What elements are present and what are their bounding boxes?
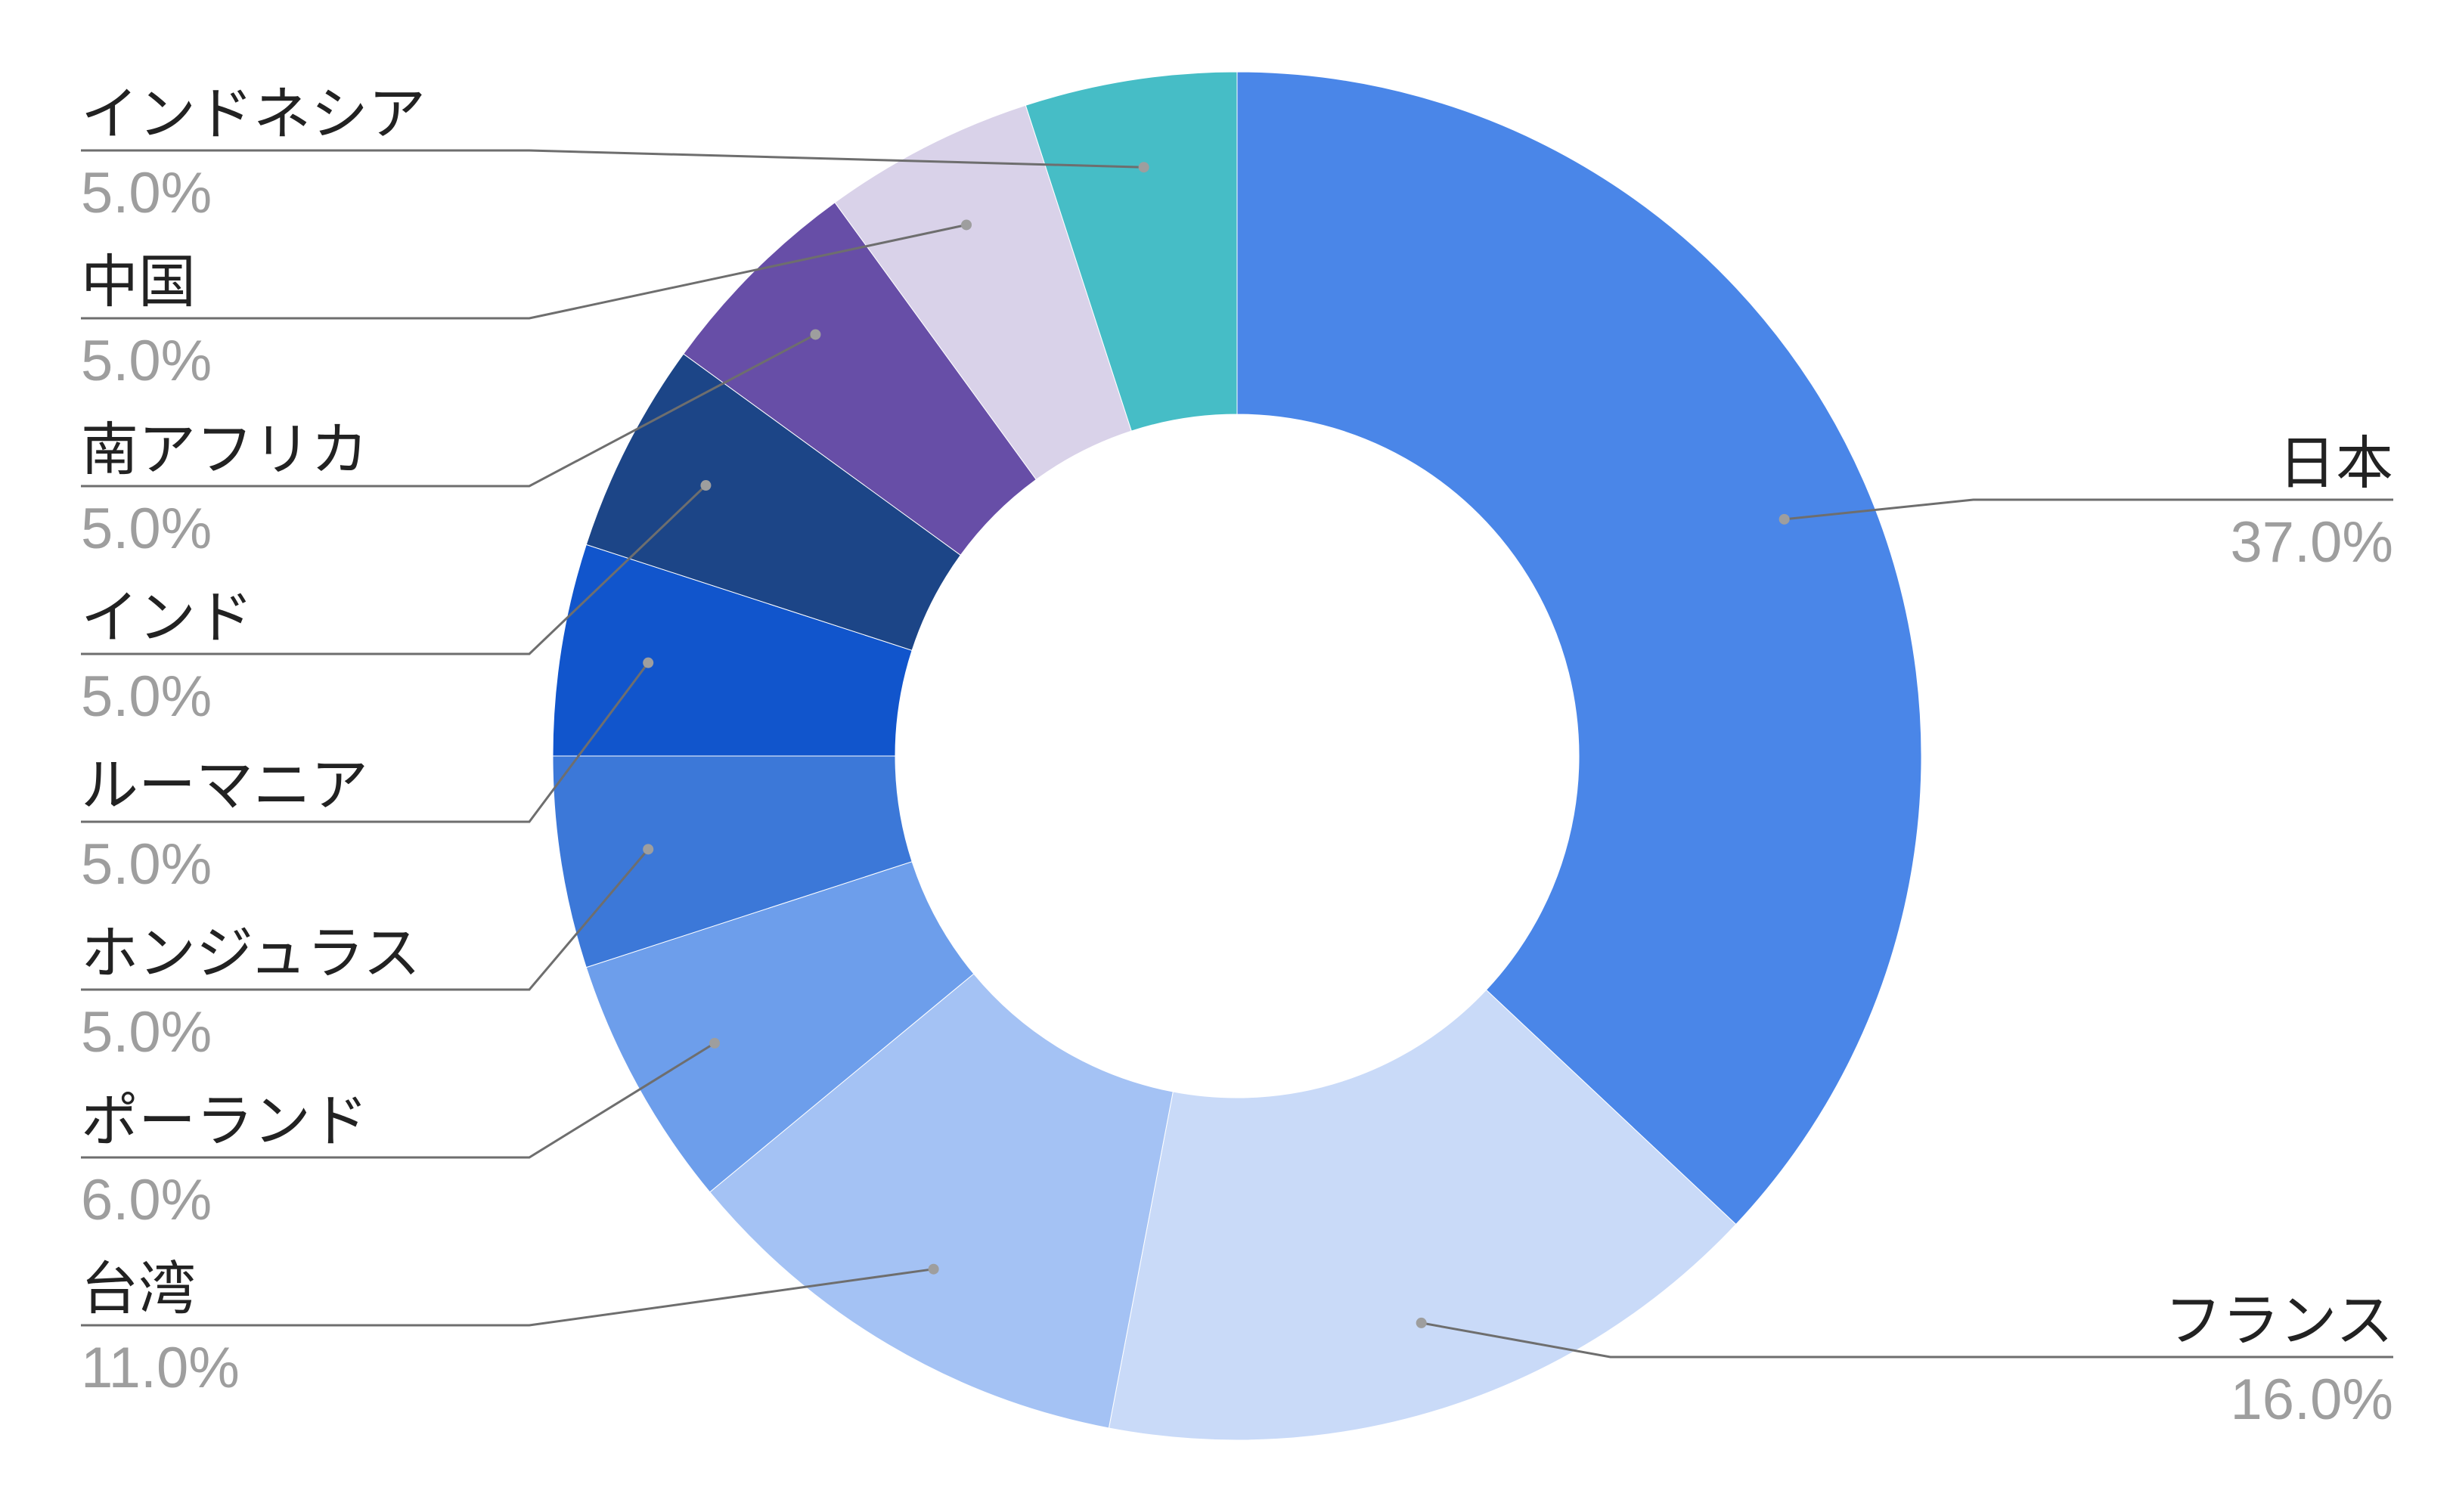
slice-1-leader-dot [1779, 513, 1790, 525]
slice-2-name-label: フランス [2165, 1287, 2393, 1354]
slice-7-leader-dot [700, 480, 712, 491]
slice-9-name-label: 中国 [81, 248, 196, 315]
slice-5-leader-dot [643, 844, 654, 855]
slice-6-name-label: ルーマニア [81, 751, 368, 819]
slice-6-leader-dot [643, 657, 654, 668]
donut-slices [552, 71, 1922, 1441]
slice-2-wedge[interactable] [1108, 989, 1737, 1441]
slice-2-percent-label: 16.0% [2231, 1368, 2394, 1432]
slice-10-percent-label: 5.0% [81, 161, 212, 225]
slice-3-name-label: 台湾 [81, 1255, 196, 1322]
slice-10-leader-dot [1138, 162, 1149, 173]
slice-6-leader-line [81, 662, 650, 823]
slice-10-name-label: インドネシア [81, 80, 426, 147]
slice-10-leader-line [81, 149, 1144, 169]
slice-1-wedge[interactable] [1236, 71, 1922, 1225]
slice-4-leader-line [81, 1042, 715, 1159]
slice-7-name-label: インド [81, 584, 253, 651]
slice-5-leader-line [81, 848, 650, 991]
slice-3-leader-line [81, 1268, 934, 1327]
slice-1-name-label: 日本 [2278, 429, 2393, 497]
slice-labels: 日本 37.0% フランス 16.0% 台湾 11.0% ポーランド 6.0% ホンジュラス 5.… [81, 80, 2393, 1432]
slice-9-leader-dot [961, 219, 972, 231]
slice-2-leader-line [1421, 1321, 2393, 1359]
slice-8-leader-dot [810, 329, 821, 340]
slice-3-leader-dot [928, 1263, 939, 1275]
slice-5-percent-label: 5.0% [81, 1000, 212, 1064]
slice-4-name-label: ポーランド [81, 1087, 368, 1154]
slice-6-percent-label: 5.0% [81, 832, 212, 897]
slice-3-wedge[interactable] [709, 973, 1174, 1429]
slice-7-percent-label: 5.0% [81, 665, 212, 729]
slice-9-percent-label: 5.0% [81, 329, 212, 393]
slice-9-leader-line [81, 223, 967, 320]
slice-4-percent-label: 6.0% [81, 1168, 212, 1232]
slice-3-percent-label: 11.0% [81, 1336, 240, 1400]
slice-8-name-label: 南アフリカ [81, 416, 368, 483]
slice-5-name-label: ホンジュラス [81, 919, 420, 987]
slice-4-leader-dot [709, 1037, 721, 1049]
slice-1-percent-label: 37.0% [2231, 510, 2394, 575]
label-leader-lines [81, 149, 2393, 1359]
slice-1-leader-line [1784, 498, 2393, 521]
slice-7-leader-line [81, 484, 707, 655]
slice-8-leader-line [81, 333, 817, 488]
slice-10-wedge[interactable] [1025, 71, 1238, 432]
slice-2-leader-dot [1416, 1317, 1427, 1328]
slice-8-percent-label: 5.0% [81, 497, 212, 561]
